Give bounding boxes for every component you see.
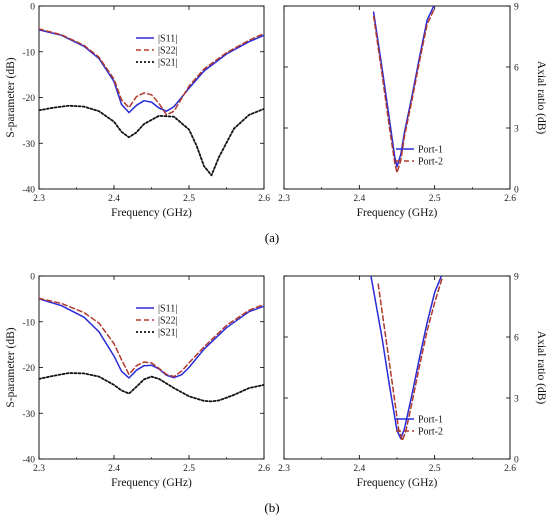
x-tick-label: 2.5 <box>429 194 441 204</box>
y-tick-label: -20 <box>22 364 35 374</box>
x-tick-label: 2.5 <box>183 464 195 474</box>
series-line-s11 <box>39 29 264 114</box>
y-axis-label: Axial ratio (dB) <box>535 61 547 135</box>
series-line-s22 <box>39 297 264 378</box>
y-axis-label: S-parameter (dB) <box>5 57 17 137</box>
caption-b: (b) <box>264 500 279 515</box>
x-tick-label: 2.4 <box>353 464 365 474</box>
x-tick-label: 2.3 <box>278 464 290 474</box>
y-tick-label: 6 <box>514 334 519 344</box>
series-line-s21 <box>39 104 264 177</box>
y-tick-label: 0 <box>514 186 519 196</box>
y-tick-label: 3 <box>514 125 519 135</box>
y-tick-label: -40 <box>22 456 35 466</box>
y-tick-label: 9 <box>514 3 519 13</box>
x-tick-label: 2.3 <box>33 194 45 204</box>
x-tick-label: 2.6 <box>504 464 516 474</box>
x-axis-label: Frequency (GHz) <box>357 207 438 219</box>
legend-label-s22: |S22| <box>158 46 178 57</box>
plot-frame <box>38 275 265 460</box>
x-tick-label: 2.3 <box>33 464 45 474</box>
x-tick-label: 2.3 <box>278 194 290 204</box>
y-axis-label: S-parameter (dB) <box>5 327 17 407</box>
caption-a: (a) <box>265 230 279 245</box>
panel-a-left-s-parameter: 2.3 2.4 2.5 2.6 0 -10 -20 -30 -40 Frequency (GHz)… <box>5 3 270 220</box>
y-axis-label: Axial ratio (dB) <box>535 331 547 405</box>
x-tick-label: 2.5 <box>183 194 195 204</box>
y-tick-label: -30 <box>22 140 35 150</box>
y-tick-label: -40 <box>22 186 35 196</box>
legend-label-s21: |S21| <box>158 328 178 339</box>
x-tick-label: 2.6 <box>258 464 270 474</box>
series-line-s11 <box>39 298 264 379</box>
series-line-port1 <box>372 6 435 168</box>
panel-b-left-s-parameter: 2.3 2.4 2.5 2.6 0 -10 -20 -30 -40 Frequency (GHz)… <box>5 273 270 490</box>
y-tick-label: -10 <box>22 48 35 58</box>
x-tick-label: 2.4 <box>353 194 365 204</box>
x-tick-label: 2.5 <box>429 464 441 474</box>
legend-label-port1: Port-1 <box>418 415 443 426</box>
legend-label-port1: Port-1 <box>418 145 443 156</box>
y-tick-label: 0 <box>30 273 35 283</box>
y-tick-label: 3 <box>514 395 519 405</box>
plot-frame <box>38 5 265 190</box>
x-axis-label: Frequency (GHz) <box>357 477 438 489</box>
x-tick-label: 2.4 <box>108 194 120 204</box>
y-tick-label: -30 <box>22 410 35 420</box>
legend-label-port2: Port-2 <box>418 427 443 438</box>
panel-a-right-axial-ratio: 2.3 2.4 2.5 2.6 9 6 3 0 Frequency (GHz) Axial rat… <box>278 3 547 220</box>
x-tick-label: 2.6 <box>258 194 270 204</box>
panel-b-right-axial-ratio: 2.3 2.4 2.5 2.6 9 6 3 0 Frequency (GHz) Axial rat… <box>278 273 547 490</box>
y-tick-label: 9 <box>514 273 519 283</box>
y-tick-label: 0 <box>514 456 519 466</box>
x-tick-label: 2.6 <box>504 194 516 204</box>
legend-label-port2: Port-2 <box>418 157 443 168</box>
series-line-port1 <box>370 276 443 440</box>
x-tick-label: 2.4 <box>108 464 120 474</box>
legend-label-s11: |S11| <box>158 34 177 45</box>
series-line-s22 <box>39 28 264 116</box>
x-axis-label: Frequency (GHz) <box>111 477 192 489</box>
x-axis-label: Frequency (GHz) <box>111 207 192 219</box>
y-tick-label: 6 <box>514 64 519 74</box>
y-tick-label: 0 <box>30 3 35 13</box>
legend-label-s22: |S22| <box>158 316 178 327</box>
legend-label-s21: |S21| <box>158 58 178 69</box>
legend-label-s11: |S11| <box>158 304 177 315</box>
series-line-s21 <box>39 372 264 403</box>
y-tick-label: -10 <box>22 318 35 328</box>
y-tick-label: -20 <box>22 94 35 104</box>
